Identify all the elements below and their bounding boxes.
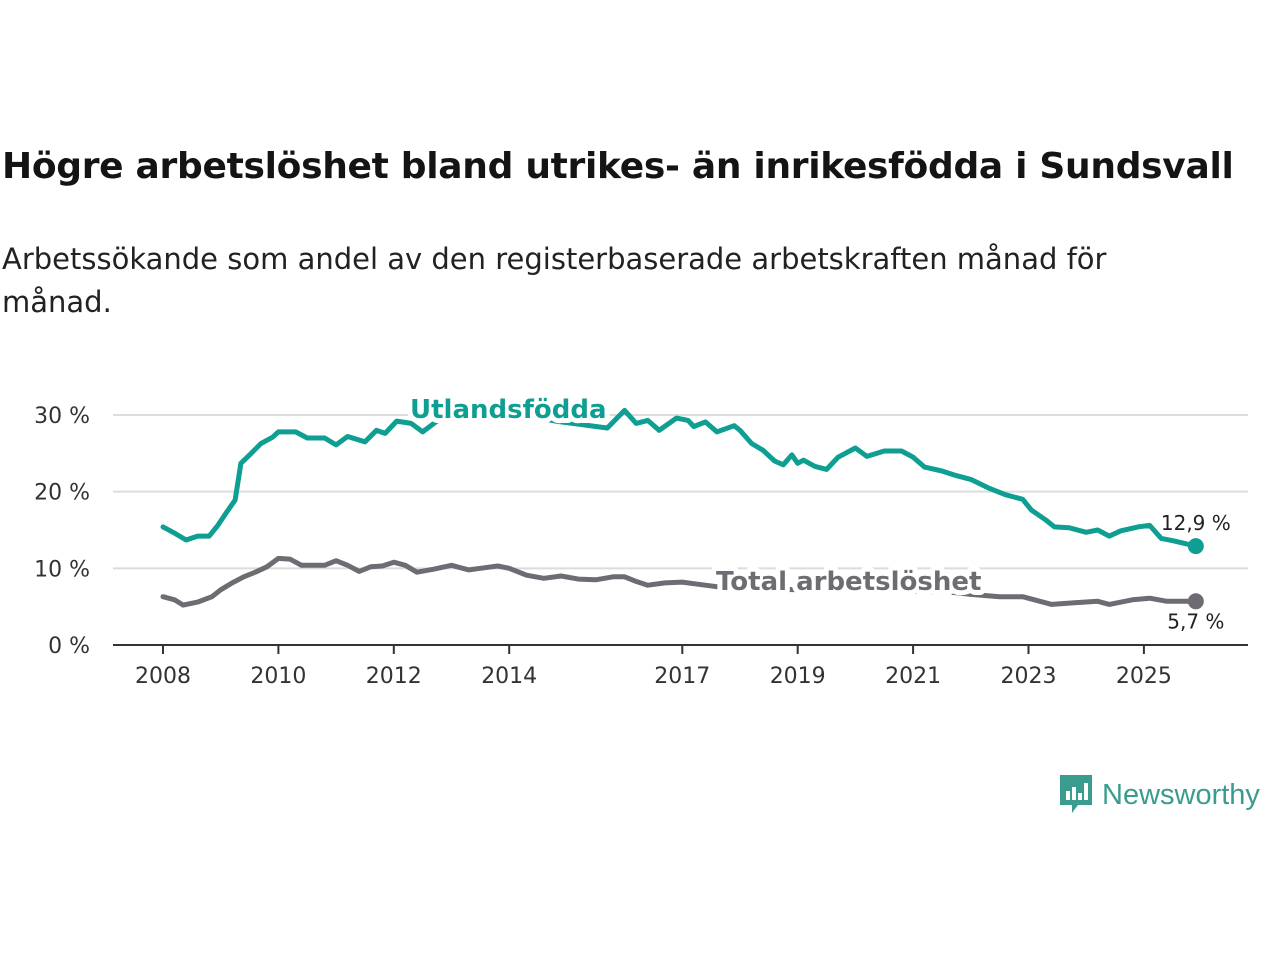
series-line [160, 555, 1199, 608]
end-point [1187, 593, 1204, 610]
newsworthy-logo: Newsworthy [1058, 773, 1260, 817]
y-tick-label: 20 % [34, 481, 90, 506]
x-tick-label: 2010 [250, 664, 306, 689]
x-tick-label: 2019 [770, 664, 826, 689]
y-tick-label: 0 % [48, 634, 90, 659]
end-point [1187, 538, 1204, 555]
end-value-label: 12,9 % [1161, 511, 1231, 535]
x-tick-label: 2021 [885, 664, 941, 689]
x-tick-label: 2012 [366, 664, 422, 689]
brand-name: Newsworthy [1102, 778, 1260, 811]
series-label-foreign: Utlandsfödda [410, 395, 607, 425]
y-tick-label: 30 % [34, 404, 90, 429]
chart-subtitle: Arbetssökande som andel av den registerb… [2, 242, 1107, 319]
x-tick-label: 2017 [654, 664, 710, 689]
end-value-label: 5,7 % [1167, 609, 1224, 633]
series-line [160, 407, 1199, 549]
y-tick-label: 10 % [34, 557, 90, 582]
chart-title: Högre arbetslöshet bland utrikes- än inr… [2, 146, 1234, 187]
x-tick-label: 2023 [1001, 664, 1057, 689]
x-tick-label: 2008 [135, 664, 191, 689]
x-tick-label: 2014 [481, 664, 537, 689]
x-tick-label: 2025 [1116, 664, 1172, 689]
series-label-total: Total arbetslöshet [716, 567, 981, 597]
newsworthy-logo-icon [1060, 775, 1092, 813]
